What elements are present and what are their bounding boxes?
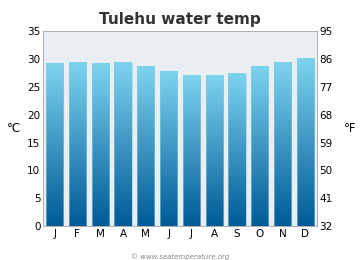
Bar	[137, 66, 154, 226]
Bar	[160, 72, 177, 226]
Bar	[92, 63, 109, 226]
Bar	[114, 63, 131, 226]
Title: Tulehu water temp: Tulehu water temp	[99, 12, 261, 27]
Bar	[206, 76, 223, 226]
Bar	[229, 74, 246, 226]
Bar	[251, 66, 268, 226]
Y-axis label: °C: °C	[7, 122, 21, 135]
Bar	[46, 63, 63, 226]
Text: © www.seatemperature.org: © www.seatemperature.org	[131, 253, 229, 260]
Bar	[274, 63, 291, 226]
Y-axis label: °F: °F	[344, 122, 357, 135]
Bar	[297, 59, 314, 226]
Bar	[183, 76, 200, 226]
Bar	[69, 63, 86, 226]
